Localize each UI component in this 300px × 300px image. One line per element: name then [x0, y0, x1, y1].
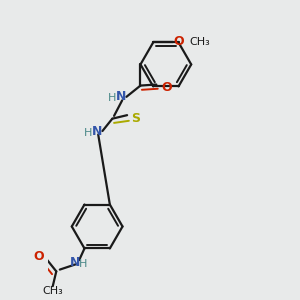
- Text: CH₃: CH₃: [189, 37, 210, 47]
- Text: H: H: [79, 259, 88, 269]
- Text: O: O: [161, 81, 172, 94]
- Text: H: H: [83, 128, 92, 138]
- Text: H: H: [107, 93, 116, 103]
- Text: N: N: [92, 125, 102, 138]
- Text: CH₃: CH₃: [42, 286, 63, 296]
- Text: N: N: [70, 256, 80, 269]
- Text: N: N: [116, 90, 126, 103]
- Text: O: O: [174, 35, 184, 48]
- Text: O: O: [33, 250, 44, 263]
- Text: S: S: [131, 112, 140, 125]
